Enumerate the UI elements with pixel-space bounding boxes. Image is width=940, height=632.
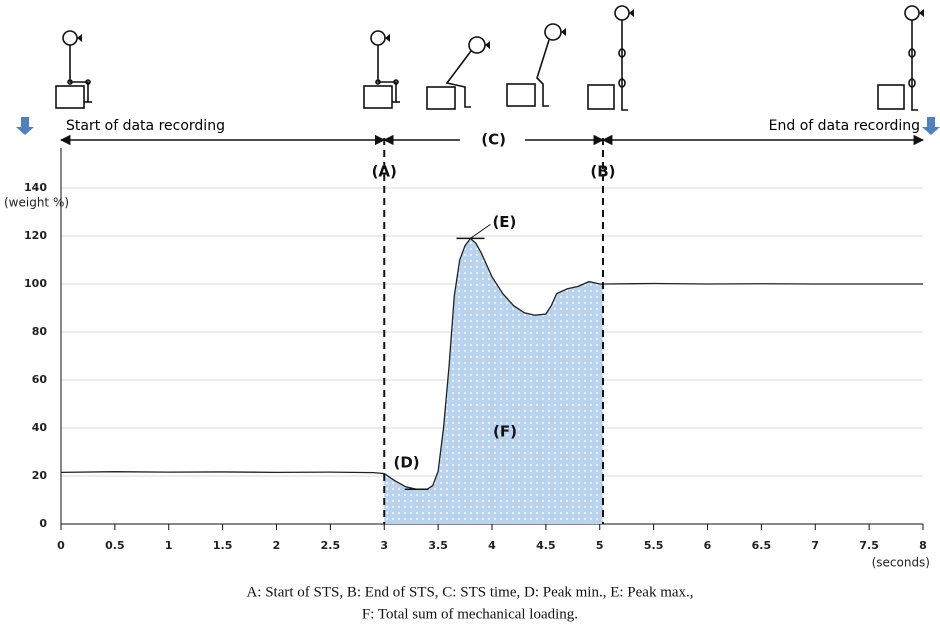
x-tick-label: 4 [488,539,496,552]
x-tick-label: 3 [380,539,388,552]
y-tick-label: 40 [32,421,48,434]
area-label: (F) [493,423,517,441]
x-tick-label: 1.5 [213,539,233,552]
y-tick-label: 20 [32,469,48,482]
x-tick-label: 2.5 [321,539,341,552]
x-tick-label: 5 [596,539,604,552]
x-tick-label: 8 [919,539,927,552]
x-tick-label: 2 [273,539,281,552]
x-tick-label: 0 [57,539,65,552]
marker-label: (A) [372,163,397,181]
peak-min-label: (D) [393,454,419,472]
start-label: Start of data recording [66,118,225,134]
y-tick-label: 60 [32,373,48,386]
marker-label: (B) [590,163,615,181]
x-tick-label: 7.5 [859,539,879,552]
x-tick-label: 3.5 [428,539,448,552]
figures [16,6,940,135]
loading-area [384,238,603,524]
y-tick-label: 0 [39,517,47,530]
x-tick-label: 5.5 [644,539,664,552]
caption: A: Start of STS, B: End of STS, C: STS t… [246,584,693,600]
y-axis-label: (weight %) [4,196,69,210]
y-tick-label: 140 [24,181,47,194]
x-tick-label: 4.5 [536,539,556,552]
peak-max-label: (E) [492,213,516,231]
span-label: (C) [481,131,506,149]
x-tick-label: 6 [704,539,712,552]
x-tick-label: 0.5 [105,539,125,552]
chart: 0 20 40 60 80 100 120 140 (weight %) 0 0.5 1 1.5 2 2.5… [0,0,940,628]
x-axis-label: (seconds) [872,556,930,570]
y-tick-label: 80 [32,325,48,338]
end-label: End of data recording [769,118,920,134]
caption: F: Total sum of mechanical loading. [362,606,578,622]
x-tick-label: 6.5 [752,539,772,552]
y-tick-label: 120 [24,229,47,242]
x-tick-label: 1 [165,539,173,552]
x-tick-label: 7 [811,539,819,552]
y-tick-label: 100 [24,277,47,290]
